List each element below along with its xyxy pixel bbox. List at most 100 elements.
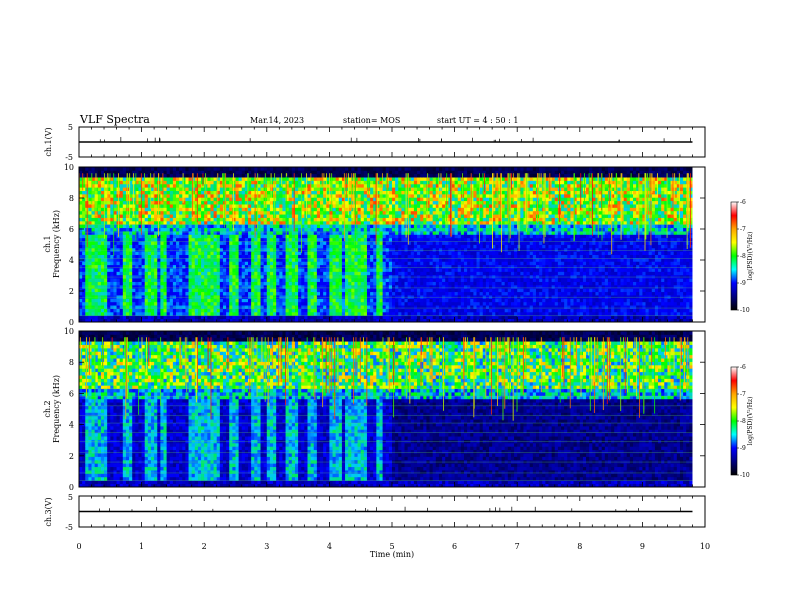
spectrogram-cell xyxy=(173,292,177,296)
spectrogram-cell xyxy=(210,275,214,279)
spectrogram-cell xyxy=(98,278,102,282)
spectrogram-cell xyxy=(95,295,99,299)
spectrogram-cell xyxy=(167,241,171,245)
spectrogram-cell xyxy=(173,261,177,265)
spectrogram-cell xyxy=(107,251,111,255)
spectrogram-cell xyxy=(167,305,171,309)
spectrogram-cell xyxy=(182,245,186,249)
spectrogram-cell xyxy=(82,268,86,272)
spectrogram-cell xyxy=(210,234,214,238)
spectrogram-cell xyxy=(173,245,177,249)
spectrogram-cell xyxy=(204,224,208,228)
spectrogram-cell xyxy=(142,218,146,222)
spectrogram-cell xyxy=(201,298,205,302)
spectrogram-cell xyxy=(123,228,127,232)
spectrogram-cell xyxy=(185,197,189,201)
spectrogram-cell xyxy=(167,292,171,296)
spectrogram-cell xyxy=(126,231,130,235)
spectrogram-cell xyxy=(154,241,158,245)
spectrogram-cell xyxy=(195,194,199,198)
spectrogram-cell xyxy=(82,224,86,228)
spectrogram-cell xyxy=(117,255,121,259)
spectrogram-cell xyxy=(142,298,146,302)
spectrogram-cell xyxy=(173,298,177,302)
spectrogram-cell xyxy=(148,167,152,171)
spectrogram-cell xyxy=(164,228,168,232)
spectrogram-cell xyxy=(179,211,183,215)
spectrogram-cell xyxy=(132,309,136,313)
spectrogram-cell xyxy=(167,201,171,205)
spectrogram-cell xyxy=(154,282,158,286)
spectrogram-cell xyxy=(101,197,105,201)
spectrogram-cell xyxy=(195,275,199,279)
spectrogram-cell xyxy=(135,268,139,272)
spectrogram-cell xyxy=(179,241,183,245)
spectrogram-cell xyxy=(192,271,196,275)
spectrogram-cell xyxy=(148,241,152,245)
spectrogram-cell xyxy=(195,238,199,242)
spectrogram-cell xyxy=(98,248,102,252)
spectrogram-cell xyxy=(185,298,189,302)
spectrogram-cell xyxy=(117,282,121,286)
spectrogram-cell xyxy=(201,271,205,275)
spectrogram-cell xyxy=(185,231,189,235)
spectrogram-cell xyxy=(129,309,133,313)
spectrogram-cell xyxy=(113,298,117,302)
spectrogram-cell xyxy=(148,298,152,302)
spectrogram-cell xyxy=(182,241,186,245)
spectrogram-cell xyxy=(198,218,202,222)
spectrogram-cell xyxy=(104,271,108,275)
spectrogram-cell xyxy=(123,268,127,272)
spectrogram-cell xyxy=(164,271,168,275)
spectrogram-cell xyxy=(92,278,96,282)
spectrogram-cell xyxy=(164,268,168,272)
spectrogram-cell xyxy=(145,207,149,211)
spectrogram-cell xyxy=(170,184,174,188)
spectrogram-cell xyxy=(160,191,164,195)
spectrogram-cell xyxy=(95,302,99,306)
spectrogram-cell xyxy=(210,298,214,302)
spectrogram-cell xyxy=(82,292,86,296)
spectrogram-cell xyxy=(192,238,196,242)
spectrogram-cell xyxy=(154,298,158,302)
spectrogram-cell xyxy=(123,238,127,242)
spectrogram-cell xyxy=(145,177,149,181)
spectrogram-cell xyxy=(148,302,152,306)
spectrogram-cell xyxy=(198,204,202,208)
spectrogram-cell xyxy=(179,255,183,259)
spectrogram-cell xyxy=(85,295,89,299)
spectrogram-cell xyxy=(110,295,114,299)
spectrogram-cell xyxy=(101,214,105,218)
spectrogram-cell xyxy=(138,271,142,275)
spectrogram-cell xyxy=(95,305,99,309)
spectrogram-cell xyxy=(132,275,136,279)
spectrogram-cell xyxy=(117,295,121,299)
spectrogram-cell xyxy=(101,241,105,245)
spectrogram-cell xyxy=(126,241,130,245)
spectrogram-cell xyxy=(88,241,92,245)
spectrogram-cell xyxy=(95,278,99,282)
spectrogram-cell xyxy=(198,275,202,279)
spectrogram-cell xyxy=(92,245,96,249)
vlf-figure: VLF Spectra Mar.14, 2023 station= MOS st… xyxy=(0,0,792,612)
spectrogram-cell xyxy=(154,305,158,309)
spectrogram-cell xyxy=(210,180,214,184)
spectrogram-cell xyxy=(210,218,214,222)
spectrogram-cell xyxy=(176,180,180,184)
spectrogram-cell xyxy=(98,271,102,275)
spectrogram-cell xyxy=(98,309,102,313)
spectrogram-cell xyxy=(185,177,189,181)
spectrogram-cell xyxy=(170,305,174,309)
spectrogram-cell xyxy=(88,255,92,259)
spectrogram-cell xyxy=(92,224,96,228)
spectrogram-cell xyxy=(185,187,189,191)
spectrogram-cell xyxy=(160,261,164,265)
spectrogram-cell xyxy=(176,241,180,245)
spectrogram-cell xyxy=(104,295,108,299)
spectrogram-cell xyxy=(195,177,199,181)
spectrogram-cell xyxy=(173,241,177,245)
spectrogram-cell xyxy=(179,224,183,228)
spectrogram-cell xyxy=(85,167,89,171)
spectrogram-cell xyxy=(101,248,105,252)
spectrogram-cell xyxy=(160,295,164,299)
